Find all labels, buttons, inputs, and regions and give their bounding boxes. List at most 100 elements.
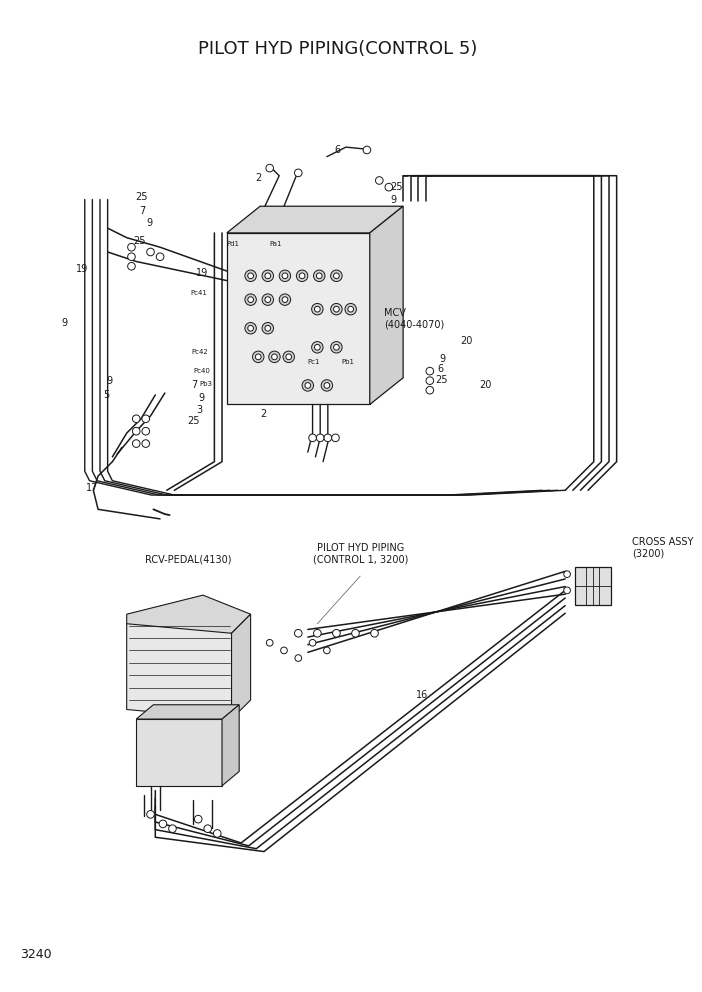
Circle shape [279,294,291,306]
Text: PILOT HYD PIPING
(CONTROL 1, 3200): PILOT HYD PIPING (CONTROL 1, 3200) [312,543,408,564]
Text: T3: T3 [563,588,571,593]
Polygon shape [232,614,251,719]
Polygon shape [136,719,222,786]
Circle shape [262,322,274,334]
Circle shape [324,434,331,441]
Circle shape [128,243,135,251]
Text: 20: 20 [461,335,472,345]
Circle shape [333,273,339,279]
Circle shape [194,815,202,823]
Circle shape [426,367,434,375]
Text: 9: 9 [439,354,446,364]
Text: 9: 9 [198,393,204,403]
Circle shape [248,273,253,279]
Circle shape [142,428,150,435]
Polygon shape [370,206,403,405]
Polygon shape [126,624,232,719]
Text: 19: 19 [77,264,88,274]
Circle shape [302,380,314,391]
Circle shape [331,304,342,314]
Text: RCV-PEDAL(4130): RCV-PEDAL(4130) [145,555,232,564]
Text: MCV
(4040-4070): MCV (4040-4070) [384,308,444,329]
Text: T2: T2 [563,571,571,576]
Text: 25: 25 [133,235,146,246]
Polygon shape [227,206,403,233]
Circle shape [333,630,340,637]
Circle shape [324,647,330,654]
Circle shape [324,383,330,388]
Circle shape [363,146,371,154]
Text: 19: 19 [195,268,208,278]
Text: Pb3: Pb3 [199,381,213,387]
Text: 9: 9 [62,318,67,328]
Text: 17: 17 [86,483,98,493]
Circle shape [385,184,392,191]
Circle shape [331,270,342,282]
Circle shape [345,304,357,314]
Circle shape [142,439,150,447]
Text: Pc1: Pc1 [307,358,320,365]
Circle shape [321,380,333,391]
Circle shape [317,434,324,441]
Text: Pd1: Pd1 [227,240,240,247]
Circle shape [283,351,294,362]
Text: 25: 25 [435,375,448,385]
Text: 16: 16 [416,690,428,700]
Circle shape [128,253,135,261]
Circle shape [133,415,140,423]
Text: 7: 7 [140,206,146,216]
Circle shape [286,354,291,360]
Circle shape [279,270,291,282]
Circle shape [281,647,287,654]
Circle shape [426,386,434,394]
Circle shape [168,825,176,832]
Circle shape [282,273,288,279]
Text: 9: 9 [391,194,397,204]
Circle shape [128,263,135,270]
Circle shape [248,297,253,303]
Text: CROSS ASSY
(3200): CROSS ASSY (3200) [632,538,694,558]
Text: 3240: 3240 [20,947,51,961]
Text: 6: 6 [437,364,444,374]
Circle shape [564,570,571,577]
Text: 25: 25 [391,183,403,192]
Circle shape [265,325,271,331]
Polygon shape [136,704,239,719]
Circle shape [262,270,274,282]
Text: Pc41: Pc41 [191,290,208,296]
Circle shape [245,294,256,306]
Text: 5: 5 [103,390,110,400]
Circle shape [299,273,305,279]
Circle shape [213,829,221,837]
Text: Pc42: Pc42 [191,349,208,355]
Text: 3: 3 [197,405,202,416]
Circle shape [564,587,571,593]
Circle shape [295,655,302,662]
Text: Pa1: Pa1 [270,240,282,247]
Circle shape [317,273,322,279]
Circle shape [282,297,288,303]
Circle shape [331,434,339,441]
Text: Pb1: Pb1 [341,358,355,365]
Circle shape [266,165,274,172]
Polygon shape [227,233,370,405]
Circle shape [265,297,271,303]
Circle shape [333,307,339,312]
Circle shape [312,304,323,314]
Text: PILOT HYD PIPING(CONTROL 5): PILOT HYD PIPING(CONTROL 5) [198,41,477,59]
Circle shape [133,439,140,447]
Circle shape [262,294,274,306]
Circle shape [376,177,383,185]
Circle shape [294,630,302,637]
Text: 25: 25 [187,416,199,426]
Circle shape [314,307,320,312]
Circle shape [314,630,321,637]
Circle shape [312,341,323,353]
Circle shape [294,169,302,177]
Circle shape [348,307,354,312]
Circle shape [245,322,256,334]
Circle shape [142,415,150,423]
Circle shape [305,383,311,388]
Circle shape [266,640,273,646]
Text: 7: 7 [192,380,198,391]
